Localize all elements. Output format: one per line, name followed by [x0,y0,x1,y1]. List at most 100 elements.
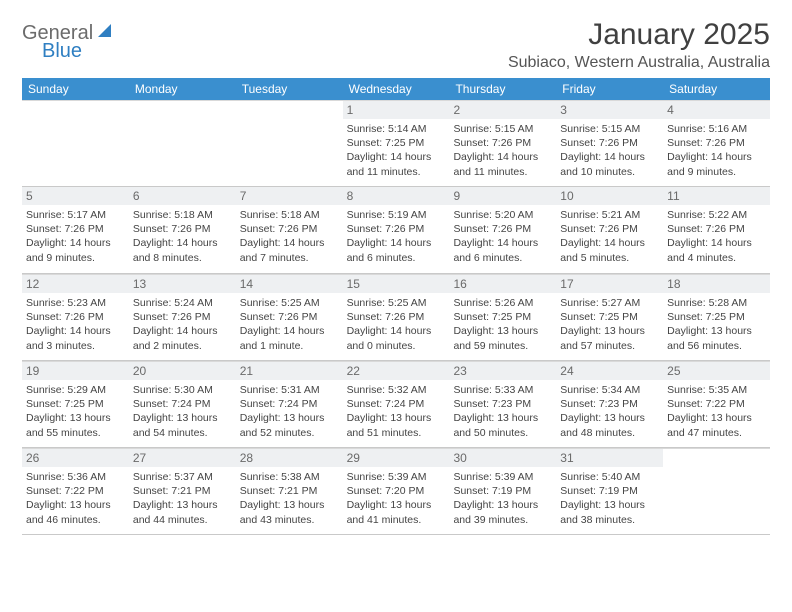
day-info-line: and 10 minutes. [560,165,659,179]
day-info-line: and 47 minutes. [667,426,766,440]
day-number: 15 [343,275,450,293]
day-cell [236,100,343,186]
day-info-line: Daylight: 14 hours [560,236,659,250]
day-info-line: Sunrise: 5:20 AM [453,208,552,222]
day-info-line: Sunrise: 5:30 AM [133,383,232,397]
day-info-line: Daylight: 13 hours [453,324,552,338]
day-number: 23 [449,362,556,380]
day-info-line: Daylight: 14 hours [133,236,232,250]
day-info-line: Daylight: 14 hours [453,150,552,164]
day-cell: 28Sunrise: 5:38 AMSunset: 7:21 PMDayligh… [236,448,343,534]
weekday-header: Tuesday [236,78,343,100]
day-info-line: Sunrise: 5:15 AM [560,122,659,136]
day-cell: 4Sunrise: 5:16 AMSunset: 7:26 PMDaylight… [663,100,770,186]
day-info-line: Sunset: 7:25 PM [26,397,125,411]
day-info-line: Sunset: 7:25 PM [667,310,766,324]
day-info-line: Daylight: 13 hours [26,498,125,512]
day-info-line: and 9 minutes. [667,165,766,179]
day-cell: 17Sunrise: 5:27 AMSunset: 7:25 PMDayligh… [556,274,663,360]
weekday-header: Friday [556,78,663,100]
day-number: 2 [449,101,556,119]
day-info-line: Sunset: 7:26 PM [26,310,125,324]
day-info-line: Sunrise: 5:32 AM [347,383,446,397]
day-info-line: and 9 minutes. [26,251,125,265]
day-info-line: and 48 minutes. [560,426,659,440]
day-cell [663,448,770,534]
calendar-page: General Blue January 2025 Subiaco, Weste… [0,0,792,535]
day-number: 31 [556,449,663,467]
day-info-line: Sunrise: 5:29 AM [26,383,125,397]
day-number [236,101,343,119]
logo: General Blue [22,22,116,45]
day-cell: 8Sunrise: 5:19 AMSunset: 7:26 PMDaylight… [343,187,450,273]
day-info-line: Sunrise: 5:26 AM [453,296,552,310]
weekday-header: Wednesday [343,78,450,100]
day-info-line: Sunset: 7:23 PM [560,397,659,411]
day-number: 11 [663,187,770,205]
day-info-line: Sunset: 7:19 PM [453,484,552,498]
day-info-line: Sunset: 7:23 PM [453,397,552,411]
day-info-line: and 0 minutes. [347,339,446,353]
page-header: General Blue January 2025 Subiaco, Weste… [22,18,770,72]
day-cell: 19Sunrise: 5:29 AMSunset: 7:25 PMDayligh… [22,361,129,447]
day-info-line: and 6 minutes. [453,251,552,265]
day-number: 1 [343,101,450,119]
day-info-line: and 4 minutes. [667,251,766,265]
day-cell: 11Sunrise: 5:22 AMSunset: 7:26 PMDayligh… [663,187,770,273]
day-info-line: Daylight: 14 hours [560,150,659,164]
calendar-grid: Sunday Monday Tuesday Wednesday Thursday… [22,78,770,535]
week-row: 19Sunrise: 5:29 AMSunset: 7:25 PMDayligh… [22,361,770,448]
day-info-line: Daylight: 14 hours [240,236,339,250]
weekday-header: Monday [129,78,236,100]
day-info-line: Daylight: 14 hours [347,324,446,338]
day-info-line: and 41 minutes. [347,513,446,527]
day-info-line: Daylight: 14 hours [26,324,125,338]
day-cell: 7Sunrise: 5:18 AMSunset: 7:26 PMDaylight… [236,187,343,273]
day-info-line: Sunrise: 5:14 AM [347,122,446,136]
day-info-line: Sunrise: 5:18 AM [240,208,339,222]
day-info-line: and 39 minutes. [453,513,552,527]
title-block: January 2025 Subiaco, Western Australia,… [508,18,770,72]
day-cell: 30Sunrise: 5:39 AMSunset: 7:19 PMDayligh… [449,448,556,534]
weekday-header: Sunday [22,78,129,100]
day-number: 27 [129,449,236,467]
weekday-header: Thursday [449,78,556,100]
day-cell: 16Sunrise: 5:26 AMSunset: 7:25 PMDayligh… [449,274,556,360]
day-info-line: Sunset: 7:22 PM [667,397,766,411]
day-info-line: and 7 minutes. [240,251,339,265]
day-info-line: and 11 minutes. [453,165,552,179]
day-info-line: Sunrise: 5:24 AM [133,296,232,310]
day-info-line: Sunset: 7:26 PM [667,136,766,150]
day-info-line: and 56 minutes. [667,339,766,353]
day-info-line: Sunrise: 5:16 AM [667,122,766,136]
location-subtitle: Subiaco, Western Australia, Australia [508,54,770,72]
day-info-line: Sunrise: 5:36 AM [26,470,125,484]
day-cell: 21Sunrise: 5:31 AMSunset: 7:24 PMDayligh… [236,361,343,447]
day-cell: 14Sunrise: 5:25 AMSunset: 7:26 PMDayligh… [236,274,343,360]
day-info-line: and 59 minutes. [453,339,552,353]
day-info-line: and 38 minutes. [560,513,659,527]
day-info-line: Sunset: 7:24 PM [133,397,232,411]
day-info-line: Sunrise: 5:23 AM [26,296,125,310]
day-cell: 1Sunrise: 5:14 AMSunset: 7:25 PMDaylight… [343,100,450,186]
day-info-line: and 43 minutes. [240,513,339,527]
day-info-line: Daylight: 13 hours [560,411,659,425]
day-number: 28 [236,449,343,467]
day-number: 21 [236,362,343,380]
day-info-line: Daylight: 14 hours [133,324,232,338]
day-info-line: Sunrise: 5:15 AM [453,122,552,136]
day-info-line: Sunset: 7:22 PM [26,484,125,498]
day-info-line: Daylight: 13 hours [240,411,339,425]
day-info-line: Daylight: 13 hours [347,411,446,425]
day-info-line: Sunrise: 5:37 AM [133,470,232,484]
day-cell: 26Sunrise: 5:36 AMSunset: 7:22 PMDayligh… [22,448,129,534]
day-cell: 29Sunrise: 5:39 AMSunset: 7:20 PMDayligh… [343,448,450,534]
day-info-line: Sunrise: 5:34 AM [560,383,659,397]
day-info-line: Sunrise: 5:22 AM [667,208,766,222]
day-info-line: Sunrise: 5:17 AM [26,208,125,222]
day-info-line: Daylight: 14 hours [667,236,766,250]
day-info-line: Sunrise: 5:31 AM [240,383,339,397]
day-number: 18 [663,275,770,293]
day-cell: 15Sunrise: 5:25 AMSunset: 7:26 PMDayligh… [343,274,450,360]
day-info-line: Sunset: 7:26 PM [347,222,446,236]
